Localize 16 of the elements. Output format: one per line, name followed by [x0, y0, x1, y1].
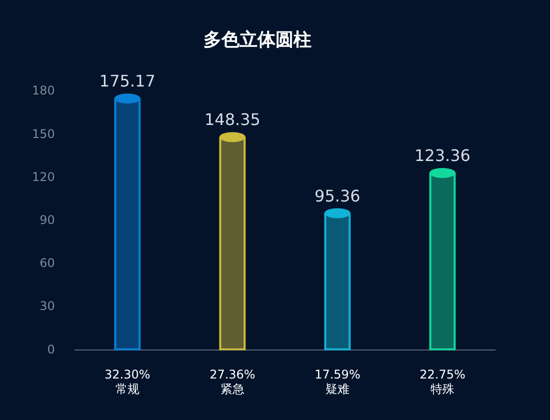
- x-tick-label: 32.30% 常规: [104, 368, 150, 396]
- x-tick-label: 22.75% 特殊: [420, 368, 466, 396]
- y-tick-label: 90: [40, 213, 55, 228]
- data-label: 148.35: [204, 110, 260, 130]
- chart-title: 多色立体圆柱: [204, 29, 312, 50]
- data-label: 175.17: [99, 72, 156, 91]
- data-label: 123.36: [414, 146, 470, 166]
- y-tick-label: 60: [40, 256, 55, 270]
- x-tick-label: 27.36% 紧急: [210, 368, 256, 396]
- y-tick-label: 30: [40, 299, 55, 314]
- y-tick-label: 0: [47, 342, 55, 356]
- y-tick-label: 180: [32, 84, 55, 98]
- y-tick-label: 150: [32, 126, 55, 141]
- y-tick-label: 120: [32, 170, 55, 184]
- data-label: 95.36: [314, 186, 360, 206]
- x-tick-label: 17.59% 疑难: [314, 368, 360, 396]
